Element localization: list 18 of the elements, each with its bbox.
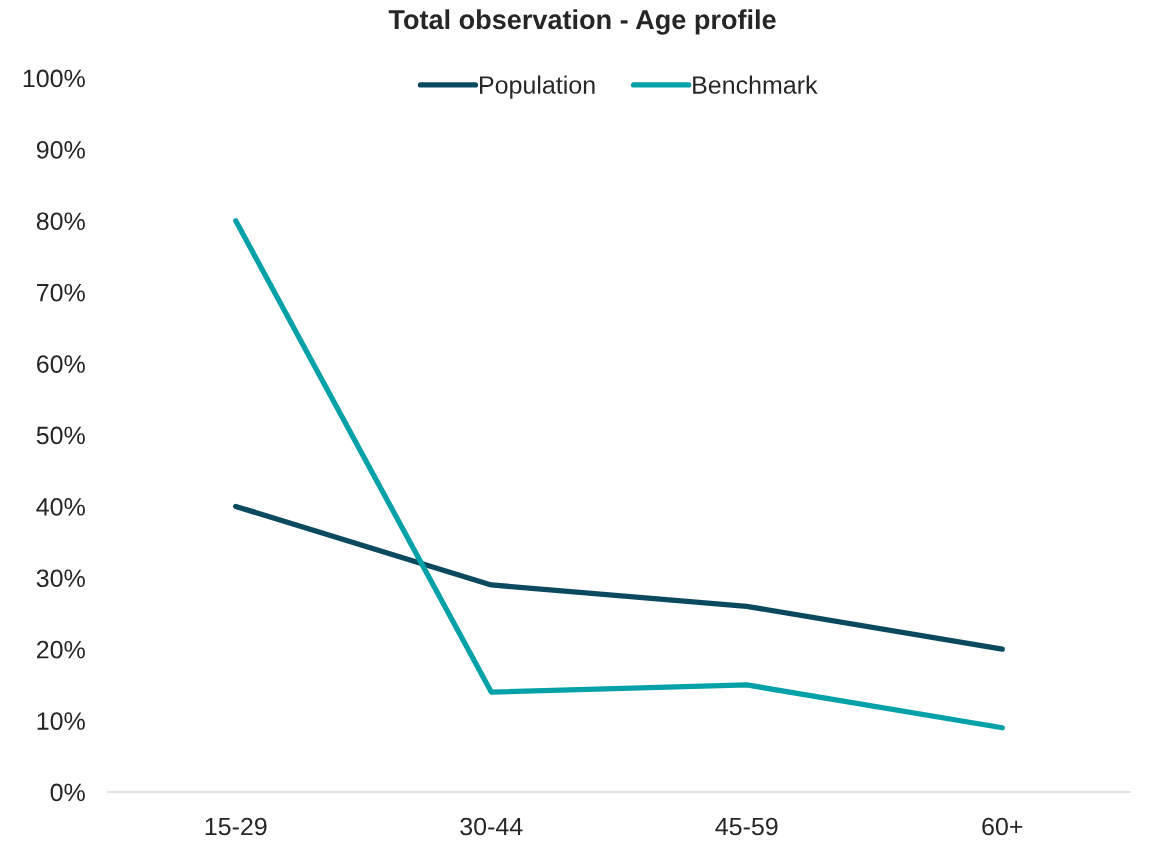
y-tick-label: 40%: [36, 498, 85, 516]
legend-label: Benchmark: [693, 75, 818, 94]
x-tick-label: 30-44: [460, 817, 523, 836]
chart-title: Total observation - Age profile: [388, 9, 776, 35]
y-tick-label: 70%: [37, 283, 85, 302]
x-tick-label: 45-59: [715, 817, 778, 836]
x-tick-label: 15-29: [205, 817, 267, 836]
legend-label: Population: [480, 75, 595, 99]
y-tick-label: 100%: [23, 69, 85, 88]
y-tick-label: 0%: [50, 783, 85, 802]
y-tick-label: 60%: [37, 355, 85, 373]
y-tick-label: 30%: [36, 569, 85, 588]
y-tick-label: 50%: [36, 426, 85, 445]
y-tick-label: 80%: [36, 212, 85, 231]
x-tick-label: 60+: [982, 817, 1023, 836]
y-tick-label: 90%: [36, 141, 85, 159]
y-tick-label: 20%: [37, 640, 85, 659]
y-tick-label: 10%: [37, 712, 85, 730]
